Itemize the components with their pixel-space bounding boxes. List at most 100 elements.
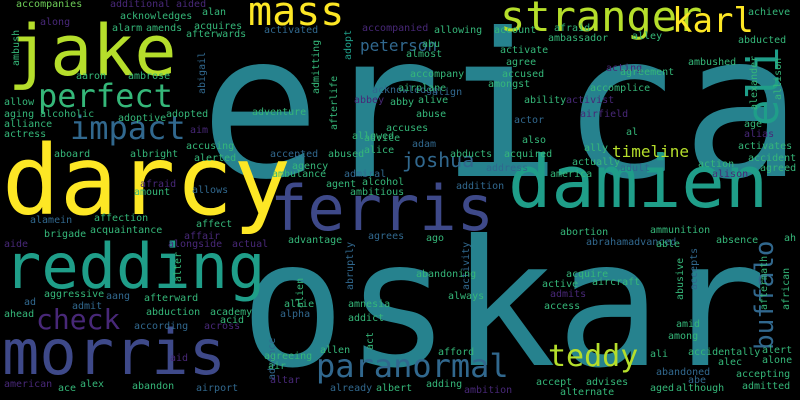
cloud-word: addition bbox=[456, 181, 505, 192]
cloud-word: allow bbox=[4, 97, 35, 108]
cloud-word: adopt bbox=[343, 29, 354, 60]
cloud-word: allison bbox=[773, 57, 784, 100]
cloud-word: admit bbox=[72, 301, 103, 312]
cloud-word: timeline bbox=[612, 142, 690, 161]
cloud-word: advises bbox=[586, 377, 629, 388]
cloud-word: albright bbox=[130, 149, 179, 160]
cloud-word: active bbox=[542, 279, 579, 290]
cloud-word: ability bbox=[524, 95, 567, 106]
cloud-word: aged bbox=[650, 383, 675, 394]
cloud-word: adult bbox=[620, 163, 651, 174]
cloud-word: abduction bbox=[146, 307, 201, 318]
cloud-word: age bbox=[744, 119, 763, 130]
cloud-word: teddy bbox=[548, 339, 639, 374]
cloud-word: alley bbox=[632, 31, 663, 42]
cloud-word: amends bbox=[146, 23, 183, 34]
cloud-word: abandoned bbox=[656, 367, 711, 378]
cloud-word: absence bbox=[716, 235, 759, 246]
cloud-word: accept bbox=[536, 377, 573, 388]
cloud-word: alter bbox=[173, 251, 184, 282]
cloud-word: agent bbox=[326, 179, 357, 190]
cloud-word: alive bbox=[418, 95, 449, 106]
cloud-word: karl bbox=[672, 1, 754, 41]
cloud-word: airplane bbox=[398, 83, 447, 94]
cloud-word: admitted bbox=[742, 381, 791, 392]
cloud-word: albert bbox=[376, 383, 413, 394]
cloud-word: align bbox=[432, 87, 463, 98]
cloud-word: accepting bbox=[736, 369, 791, 380]
cloud-word: allows bbox=[192, 185, 229, 196]
cloud-word: ali bbox=[650, 349, 669, 360]
cloud-word: abducted bbox=[738, 35, 787, 46]
cloud-word: acknowledge bbox=[372, 85, 439, 96]
cloud-word: agrees bbox=[368, 231, 405, 242]
cloud-word: accompanies bbox=[16, 0, 83, 10]
cloud-word: ambush bbox=[11, 29, 22, 66]
cloud-word: adding bbox=[426, 379, 463, 390]
cloud-word: accepts bbox=[689, 247, 700, 290]
cloud-word: african bbox=[781, 267, 792, 310]
cloud-word: alias bbox=[744, 129, 775, 140]
cloud-word: abandon bbox=[132, 381, 175, 392]
cloud-word: abusive bbox=[675, 257, 686, 300]
cloud-word: accompany bbox=[410, 69, 465, 80]
cloud-word: amid bbox=[676, 319, 701, 330]
cloud-word: ambitious bbox=[350, 187, 405, 198]
cloud-word: ammunition bbox=[650, 225, 711, 236]
cloud-word: abducts bbox=[450, 149, 493, 160]
cloud-word: allowing bbox=[434, 25, 483, 36]
cloud-word: ace bbox=[58, 383, 77, 394]
cloud-word: damien bbox=[508, 140, 769, 224]
cloud-word: acquire bbox=[566, 269, 609, 280]
cloud-word: alliance bbox=[4, 119, 53, 130]
cloud-word: according bbox=[134, 321, 189, 332]
cloud-word: actual bbox=[232, 239, 269, 250]
cloud-word: alarm bbox=[112, 23, 143, 34]
cloud-word: redding bbox=[4, 230, 266, 303]
cloud-word: aggressive bbox=[44, 289, 105, 300]
cloud-word: actor bbox=[514, 115, 545, 126]
cloud-word: ambulance bbox=[272, 169, 327, 180]
cloud-word: alcohol bbox=[362, 177, 405, 188]
cloud-word: amnesia bbox=[348, 299, 391, 310]
cloud-word: admiral bbox=[344, 169, 387, 180]
cloud-word: afraid bbox=[554, 23, 591, 34]
cloud-word: acquired bbox=[504, 149, 553, 160]
cloud-word: accidentally bbox=[688, 347, 761, 358]
cloud-word: acting bbox=[606, 63, 643, 74]
cloud-word: air bbox=[268, 361, 287, 372]
cloud-word: advice bbox=[364, 133, 401, 144]
cloud-word: action bbox=[698, 159, 735, 170]
cloud-word: activated bbox=[264, 25, 319, 36]
cloud-word: brigade bbox=[44, 229, 87, 240]
cloud-word: agree bbox=[506, 57, 537, 68]
cloud-word: alcoholic bbox=[40, 109, 95, 120]
cloud-word: amount bbox=[134, 187, 171, 198]
cloud-word: alan bbox=[202, 7, 227, 18]
cloud-word: adam bbox=[412, 139, 437, 150]
cloud-word: alamein bbox=[30, 215, 73, 226]
cloud-word: stranger bbox=[500, 0, 703, 41]
cloud-word: aide bbox=[4, 239, 29, 250]
cloud-word: agreement bbox=[620, 67, 675, 78]
cloud-word: morris bbox=[2, 316, 226, 389]
cloud-word: accepted bbox=[270, 149, 319, 160]
cloud-word: across bbox=[204, 321, 241, 332]
cloud-word: airfield bbox=[580, 109, 629, 120]
cloud-word: acquires bbox=[194, 21, 243, 32]
cloud-word: accusing bbox=[186, 141, 235, 152]
cloud-word: affair bbox=[184, 231, 221, 242]
cloud-word: paranormal bbox=[316, 347, 509, 385]
cloud-word: impact bbox=[70, 109, 186, 147]
cloud-word: afford bbox=[438, 347, 475, 358]
cloud-word: afterwards bbox=[186, 29, 247, 40]
cloud-word: almost bbox=[406, 49, 443, 60]
cloud-word: abuse bbox=[416, 109, 447, 120]
cloud-word: able bbox=[656, 239, 681, 250]
cloud-word: alec bbox=[718, 357, 743, 368]
cloud-word: affection bbox=[94, 213, 149, 224]
cloud-word: oskar bbox=[240, 204, 767, 400]
cloud-word: accused bbox=[502, 69, 545, 80]
cloud-word: abused bbox=[328, 149, 365, 160]
cloud-word: ally bbox=[584, 143, 609, 154]
